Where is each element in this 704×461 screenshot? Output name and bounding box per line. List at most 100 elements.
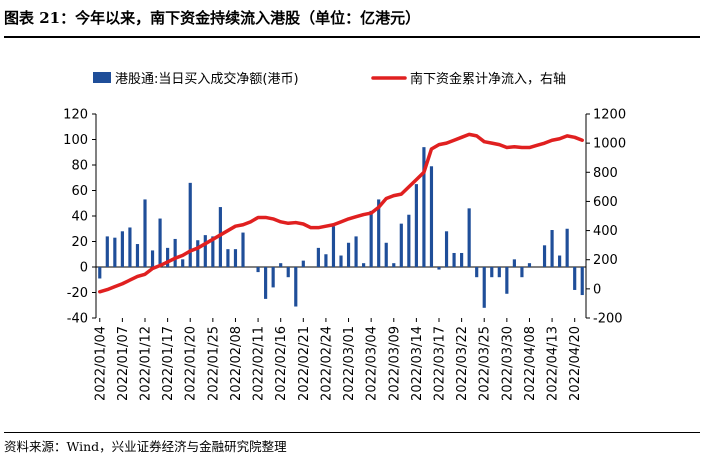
bar: [188, 182, 192, 267]
legend-line-label: 南下资金累计净流入，右轴: [410, 71, 566, 87]
bar: [173, 238, 177, 267]
bar: [301, 260, 305, 268]
bar: [105, 236, 109, 267]
bar: [128, 227, 132, 267]
bar: [143, 199, 147, 267]
x-tick-label: 2022/02/24: [319, 326, 334, 401]
right-tick-label: 0: [593, 282, 601, 297]
bar: [181, 259, 185, 267]
x-tick-label: 2022/02/16: [274, 326, 289, 401]
bar: [437, 267, 441, 270]
bar: [407, 214, 411, 267]
bar: [475, 267, 479, 278]
left-tick-label: 80: [71, 159, 88, 174]
bar: [505, 267, 509, 294]
right-tick-label: 200: [593, 253, 618, 268]
bar: [482, 267, 486, 308]
x-tick-label: 2022/03/09: [387, 326, 402, 401]
bar: [520, 267, 524, 278]
bar: [135, 244, 140, 267]
right-tick-label: 600: [593, 195, 618, 210]
bar: [377, 199, 381, 267]
bar: [460, 252, 464, 267]
legend-bar-label: 港股通:当日买入成交净额(港币): [115, 71, 299, 87]
bar: [452, 252, 456, 267]
bar: [339, 255, 343, 267]
bar: [346, 242, 351, 267]
left-tick-label: 40: [71, 210, 88, 225]
bar: [384, 242, 388, 267]
left-tick-label: 20: [71, 235, 88, 250]
bar: [196, 240, 200, 267]
bar: [271, 267, 275, 288]
bar: [497, 267, 501, 278]
bar: [392, 263, 396, 267]
right-tick-label: -200: [593, 312, 623, 327]
bar: [233, 249, 238, 267]
bar: [542, 245, 547, 267]
bar: [512, 259, 516, 267]
bar: [203, 235, 207, 268]
bar: [550, 230, 554, 267]
x-tick-label: 2022/03/01: [342, 326, 357, 401]
bar: [354, 236, 358, 267]
x-tick-label: 2022/01/04: [93, 326, 108, 401]
x-tick-label: 2022/01/07: [116, 326, 131, 401]
right-tick-label: 800: [593, 166, 618, 181]
x-tick-label: 2022/01/12: [139, 326, 154, 401]
right-tick-label: 1000: [593, 137, 626, 152]
x-tick-label: 2022/02/08: [229, 326, 244, 401]
x-tick-label: 2022/03/17: [433, 326, 448, 401]
bar: [467, 208, 471, 267]
bar: [324, 254, 328, 267]
bar: [422, 147, 426, 267]
bar: [294, 267, 298, 307]
bar: [580, 267, 584, 296]
bar: [414, 184, 418, 268]
bar: [120, 231, 124, 267]
left-tick-label: -20: [67, 286, 88, 301]
x-tick-label: 2022/04/20: [568, 326, 583, 401]
x-tick-label: 2022/03/04: [365, 326, 380, 401]
bar: [399, 223, 403, 267]
left-tick-label: 100: [63, 133, 88, 148]
x-tick-label: 2022/02/11: [252, 326, 267, 401]
bar: [331, 226, 336, 267]
x-tick-label: 2022/04/13: [546, 326, 561, 401]
bar: [211, 236, 215, 267]
bar: [573, 267, 577, 290]
bar: [429, 166, 434, 267]
source-note: 资料来源：Wind，兴业证券经济与金融研究院整理: [4, 432, 700, 458]
figure-title: 图表 21：今年以来，南下资金持续流入港股（单位：亿港元）: [4, 4, 700, 38]
bar: [113, 237, 117, 267]
legend-bar-swatch: [93, 72, 111, 83]
bar: [565, 228, 569, 267]
bar: [316, 247, 320, 268]
x-tick-label: 2022/01/17: [161, 326, 176, 401]
bar: [558, 255, 562, 267]
bar: [166, 247, 170, 268]
bar: [369, 210, 373, 267]
bar: [256, 267, 260, 273]
x-tick-label: 2022/04/08: [523, 326, 538, 401]
bar: [98, 267, 102, 279]
x-tick-label: 2022/03/30: [500, 326, 515, 401]
x-tick-label: 2022/03/14: [410, 326, 425, 401]
bar: [241, 232, 245, 267]
bar: [286, 267, 290, 278]
bar: [362, 263, 366, 267]
left-tick-label: 120: [63, 108, 88, 123]
right-tick-label: 400: [593, 224, 618, 239]
bar: [158, 218, 162, 267]
bar: [527, 263, 532, 267]
left-tick-label: 0: [80, 261, 88, 276]
bar: [264, 267, 268, 299]
cumulative-line: [98, 132, 584, 294]
x-tick-label: 2022/03/22: [455, 326, 470, 401]
bar: [218, 207, 222, 267]
right-tick-label: 1200: [593, 108, 626, 123]
x-tick-label: 2022/02/21: [297, 326, 312, 401]
bar: [226, 249, 230, 267]
bar: [444, 231, 449, 267]
